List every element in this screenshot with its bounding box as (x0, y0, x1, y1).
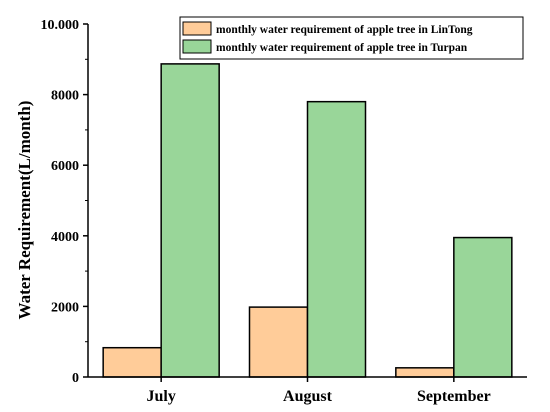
legend-label-series-1: monthly water requirement of apple tree … (216, 24, 473, 36)
legend-swatch-series-1 (182, 21, 212, 36)
y-tick-label: 8000 (51, 89, 79, 104)
bar-series-1-august (248, 306, 309, 378)
x-tick-label: August (283, 388, 333, 405)
legend-swatch-series-2 (182, 39, 212, 54)
y-tick-label: 4000 (51, 230, 79, 245)
bars-layer (102, 63, 513, 378)
y-ticks: 0 2000 4000 6000 8000 10.000 (41, 18, 88, 386)
x-tick-label: September (417, 388, 491, 405)
y-tick-label: 6000 (51, 159, 79, 174)
legend: monthly water requirement of apple tree … (179, 16, 524, 60)
x-tick-label: July (146, 388, 175, 405)
legend-label-series-2: monthly water requirement of apple tree … (216, 42, 468, 54)
legend-box (179, 16, 524, 60)
y-axis-title: Water Requirement(L/month) (15, 101, 34, 320)
bar-series-2-september (453, 236, 513, 378)
bar-series-1-september (395, 367, 455, 378)
y-tick-label: 0 (72, 371, 79, 386)
x-ticks: July August September (146, 377, 491, 405)
y-tick-label: 2000 (51, 300, 79, 315)
bar-series-2-august (306, 100, 367, 378)
y-tick-label: 10.000 (41, 18, 80, 33)
bar-series-1-july (102, 346, 162, 378)
bar-series-2-july (160, 63, 220, 378)
